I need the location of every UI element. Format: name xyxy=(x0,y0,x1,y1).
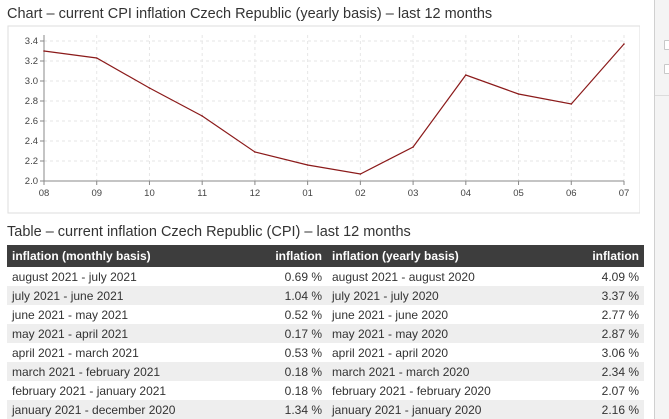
table-row: june 2021 - may 2021 0.52 % june 2021 - ju… xyxy=(7,305,644,324)
monthly-inflation-cell: 0.18 % xyxy=(270,381,327,400)
y-tick-label: 3.4 xyxy=(25,36,38,47)
yearly-inflation-cell: 3.06 % xyxy=(577,343,644,362)
yearly-period-cell: may 2021 - may 2020 xyxy=(327,324,577,343)
x-tick-label: 05 xyxy=(513,188,524,199)
side-panel-divider xyxy=(654,0,655,419)
header-monthly-inflation: inflation xyxy=(270,245,327,267)
x-tick-label: 12 xyxy=(250,188,261,199)
data-point xyxy=(95,57,98,59)
data-point xyxy=(148,87,151,89)
side-panel xyxy=(655,0,669,419)
monthly-inflation-cell: 0.18 % xyxy=(270,362,327,381)
monthly-inflation-cell: 0.52 % xyxy=(270,305,327,324)
data-point xyxy=(306,164,309,166)
monthly-period-cell: may 2021 - april 2021 xyxy=(7,324,270,343)
table-row: february 2021 - january 2021 0.18 % februa… xyxy=(7,381,644,400)
header-monthly-basis: inflation (monthly basis) xyxy=(7,245,270,267)
cpi-line-chart: 2.0 2.2 2.4 2.6 2.8 3.0 3.2 3.4 08 09 10 11 12 01 02 03… xyxy=(7,25,640,214)
yearly-period-cell: february 2021 - february 2020 xyxy=(327,381,577,400)
data-point xyxy=(570,103,573,105)
y-tick-label: 2.4 xyxy=(25,136,38,147)
monthly-period-cell: february 2021 - january 2021 xyxy=(7,381,270,400)
x-tick-label: 01 xyxy=(302,188,313,199)
yearly-inflation-cell: 2.16 % xyxy=(577,400,644,419)
y-tick-label: 2.2 xyxy=(25,156,38,167)
monthly-inflation-cell: 1.34 % xyxy=(270,400,327,419)
side-checkbox[interactable] xyxy=(664,64,669,74)
x-tick-label: 10 xyxy=(144,188,155,199)
yearly-inflation-cell: 2.77 % xyxy=(577,305,644,324)
y-tick-label: 2.6 xyxy=(25,116,38,127)
chart-frame xyxy=(7,25,640,214)
data-point xyxy=(412,146,414,148)
monthly-period-cell: july 2021 - june 2021 xyxy=(7,286,270,305)
y-tick-label: 3.2 xyxy=(25,56,38,67)
yearly-inflation-cell: 2.34 % xyxy=(577,362,644,381)
table-row: april 2021 - march 2021 0.53 % april 2021 … xyxy=(7,343,644,362)
table-heading: Table – current inflation Czech Republic… xyxy=(7,224,411,240)
table-row: july 2021 - june 2021 1.04 % july 2021 - j… xyxy=(7,286,644,305)
data-point xyxy=(43,50,45,52)
monthly-period-cell: june 2021 - may 2021 xyxy=(7,305,270,324)
x-tick-label: 02 xyxy=(355,188,366,199)
data-point xyxy=(465,74,467,76)
x-tick-label: 08 xyxy=(39,188,50,199)
x-tick-label: 06 xyxy=(566,188,577,199)
x-tick-label: 03 xyxy=(408,188,419,199)
header-yearly-inflation: inflation xyxy=(577,245,644,267)
side-checkbox[interactable] xyxy=(664,40,669,50)
x-tick-label: 09 xyxy=(91,188,102,199)
table-row: january 2021 - december 2020 1.34 % januar… xyxy=(7,400,644,419)
x-tick-label: 07 xyxy=(619,188,630,199)
yearly-inflation-cell: 4.09 % xyxy=(577,267,644,286)
data-point xyxy=(623,43,625,45)
data-point xyxy=(254,151,256,153)
yearly-period-cell: july 2021 - july 2020 xyxy=(327,286,577,305)
yearly-inflation-cell: 2.07 % xyxy=(577,381,644,400)
data-point xyxy=(359,173,362,175)
y-tick-label: 3.0 xyxy=(25,76,38,87)
y-tick-label: 2.0 xyxy=(25,176,38,187)
table-row: may 2021 - april 2021 0.17 % may 2021 - ma… xyxy=(7,324,644,343)
yearly-period-cell: august 2021 - august 2020 xyxy=(327,267,577,286)
chart-heading: Chart – current CPI inflation Czech Repu… xyxy=(7,6,493,22)
monthly-period-cell: january 2021 - december 2020 xyxy=(7,400,270,419)
table-row: august 2021 - july 2021 0.69 % august 2021… xyxy=(7,267,644,286)
y-tick-label: 2.8 xyxy=(25,96,38,107)
side-panel-rule xyxy=(655,95,669,96)
monthly-period-cell: april 2021 - march 2021 xyxy=(7,343,270,362)
monthly-inflation-cell: 0.17 % xyxy=(270,324,327,343)
monthly-inflation-cell: 0.69 % xyxy=(270,267,327,286)
monthly-period-cell: march 2021 - february 2021 xyxy=(7,362,270,381)
data-point xyxy=(201,115,203,117)
data-point xyxy=(517,93,520,95)
yearly-period-cell: march 2021 - march 2020 xyxy=(327,362,577,381)
monthly-inflation-cell: 1.04 % xyxy=(270,286,327,305)
x-tick-label: 04 xyxy=(461,188,472,199)
yearly-inflation-cell: 2.87 % xyxy=(577,324,644,343)
header-yearly-basis: inflation (yearly basis) xyxy=(327,245,577,267)
table-row: march 2021 - february 2021 0.18 % march 20… xyxy=(7,362,644,381)
yearly-period-cell: june 2021 - june 2020 xyxy=(327,305,577,324)
inflation-table: inflation (monthly basis) inflation infl… xyxy=(7,245,644,419)
x-tick-label: 11 xyxy=(197,188,207,199)
yearly-inflation-cell: 3.37 % xyxy=(577,286,644,305)
monthly-inflation-cell: 0.53 % xyxy=(270,343,327,362)
table-header-row: inflation (monthly basis) inflation infl… xyxy=(7,245,644,267)
monthly-period-cell: august 2021 - july 2021 xyxy=(7,267,270,286)
yearly-period-cell: january 2021 - january 2020 xyxy=(327,400,577,419)
cpi-series-line xyxy=(43,43,625,175)
yearly-period-cell: april 2021 - april 2020 xyxy=(327,343,577,362)
